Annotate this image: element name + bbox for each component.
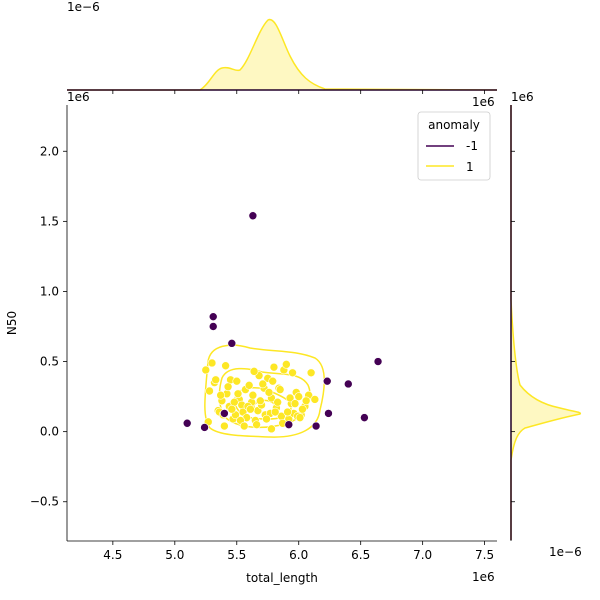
anomaly-point [248, 211, 258, 221]
anomaly-point [360, 413, 369, 422]
normal-point [205, 386, 214, 396]
top-marginal-density-line [67, 18, 498, 91]
normal-point [216, 390, 225, 400]
anomaly-point [227, 339, 237, 348]
normal-point [221, 361, 230, 371]
y-tick-label: 1.0 [40, 284, 59, 298]
anomaly-point [220, 409, 229, 418]
x-tick-label: 4.5 [103, 548, 122, 562]
normal-point [283, 407, 292, 417]
x-tick-label: 6.5 [351, 548, 370, 562]
normal-point [294, 392, 304, 401]
top-marginal-offset-label: 1e−6 [67, 0, 100, 14]
normal-point [268, 376, 278, 386]
normal-point [227, 404, 237, 414]
normal-point [267, 424, 276, 434]
normal-point [239, 421, 249, 431]
anomaly-point [311, 421, 321, 431]
main-axes: 4.5 5.0 5.5 6.0 6.5 7.0 7.5 −0.5 0.0 0.5 1.0 1.5 2.… [5, 90, 515, 585]
normal-point [306, 368, 316, 378]
x-tick-label: 7.5 [475, 548, 494, 562]
legend-label-normal: 1 [466, 160, 474, 174]
normal-point [244, 381, 254, 390]
x-tick-label: 5.0 [165, 548, 184, 562]
right-marginal: 1e6 1e−6 [510, 90, 582, 559]
right-marginal-y-offset-label: 1e6 [511, 90, 534, 104]
top-marginal: 1e−6 1e6 [67, 0, 498, 109]
right-marginal-density-fill [511, 105, 581, 540]
x-tick-label: 6.0 [289, 548, 308, 562]
normal-point [232, 376, 242, 386]
right-marginal-density-line [510, 105, 582, 540]
normal-point [223, 382, 233, 392]
y-tick-label: 0.5 [40, 355, 59, 369]
normal-point [269, 362, 279, 372]
normal-point [262, 414, 271, 424]
normal-point [270, 407, 280, 417]
normal-point [211, 375, 221, 385]
kde-contour-outer [204, 344, 325, 438]
normal-point [207, 358, 217, 368]
anomaly-point [208, 312, 218, 321]
x-axis-label: total_length [246, 571, 318, 585]
normal-point [295, 413, 305, 422]
y-axis-offset-label: 1e6 [67, 90, 90, 104]
anomaly-point [343, 379, 353, 389]
y-axis-label: N50 [5, 311, 19, 335]
normal-point [290, 399, 300, 408]
normal-point [264, 388, 274, 397]
normal-point [273, 397, 282, 407]
top-marginal-density-fill [67, 19, 497, 90]
normal-point [310, 395, 320, 404]
x-tick-label: 7.0 [413, 548, 432, 562]
normal-point [249, 367, 259, 376]
normal-point [246, 404, 255, 414]
normal-point [288, 368, 297, 378]
normal-point [256, 396, 265, 406]
normal-point [301, 396, 311, 406]
legend: anomaly -1 1 [417, 111, 491, 181]
anomaly-point [200, 423, 209, 432]
normal-point [201, 365, 211, 375]
normal-point [252, 420, 261, 429]
anomaly-point [284, 420, 294, 429]
legend-label-anomaly: -1 [466, 139, 478, 153]
x-tick-label: 5.5 [227, 548, 246, 562]
normal-point [298, 404, 307, 414]
x-axis-offset-label: 1e6 [472, 570, 495, 584]
y-axis-ticks: −0.5 0.0 0.5 1.0 1.5 2.0 [30, 144, 515, 509]
normal-point [248, 390, 258, 400]
anomaly-point [322, 376, 332, 386]
y-tick-label: 0.0 [40, 425, 59, 439]
anomaly-point [182, 418, 192, 428]
normal-point [275, 385, 285, 394]
y-tick-label: 1.5 [40, 214, 59, 228]
legend-title: anomaly [428, 118, 480, 132]
normal-point [233, 389, 243, 399]
y-tick-label: 2.0 [40, 144, 59, 158]
anomaly-point [373, 357, 383, 366]
normal-point [285, 393, 295, 403]
right-marginal-offset-label: 1e−6 [549, 545, 582, 559]
x-axis-ticks: 4.5 5.0 5.5 6.0 6.5 7.0 7.5 [103, 90, 494, 562]
anomaly-point [208, 322, 218, 331]
anomaly-point [324, 409, 333, 418]
y-tick-label: −0.5 [30, 495, 59, 509]
top-marginal-x-offset-label: 1e6 [472, 95, 495, 109]
scatter-points [182, 211, 383, 434]
normal-point [258, 379, 268, 389]
normal-point [282, 360, 291, 369]
normal-point [220, 421, 229, 431]
